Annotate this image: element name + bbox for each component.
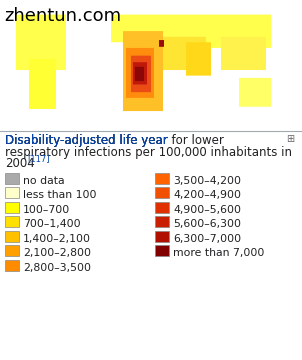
Bar [155,172,169,184]
Bar [155,230,169,242]
Text: 2,800–3,500: 2,800–3,500 [23,262,91,273]
Text: Disability-adjusted life year: Disability-adjusted life year [5,134,168,147]
Text: Disability-adjusted life year for lower: Disability-adjusted life year for lower [5,134,224,147]
Text: less than 100: less than 100 [23,190,97,200]
Bar [5,216,19,227]
Text: ⊞: ⊞ [286,134,294,144]
Text: [117]: [117] [27,154,50,163]
Text: respiratory infections per 100,000 inhabitants in: respiratory infections per 100,000 inhab… [5,145,292,158]
Text: 1,400–2,100: 1,400–2,100 [23,234,91,243]
Text: 2,100–2,800: 2,100–2,800 [23,248,91,258]
Text: more than 7,000: more than 7,000 [173,248,264,258]
Text: 700–1,400: 700–1,400 [23,219,81,229]
Text: Disability-adjusted life year: Disability-adjusted life year [5,134,168,147]
Bar [155,216,169,227]
Text: 4,900–5,600: 4,900–5,600 [173,204,241,215]
Text: 6,300–7,000: 6,300–7,000 [173,234,241,243]
Text: 2004: 2004 [5,157,35,170]
Text: Disability-adjusted life year for lower: Disability-adjusted life year for lower [5,134,224,147]
Bar [5,230,19,242]
Bar [5,260,19,270]
Bar [155,187,169,198]
Text: 100–700: 100–700 [23,204,70,215]
Text: 4,200–4,900: 4,200–4,900 [173,190,241,200]
Bar [155,202,169,212]
Text: no data: no data [23,176,65,185]
Bar [5,245,19,256]
Text: zhentun.com: zhentun.com [4,7,121,25]
Text: 5,600–6,300: 5,600–6,300 [173,219,241,229]
Bar [5,172,19,184]
Bar [5,187,19,198]
Text: 3,500–4,200: 3,500–4,200 [173,176,241,185]
Bar [155,245,169,256]
Bar [5,202,19,212]
